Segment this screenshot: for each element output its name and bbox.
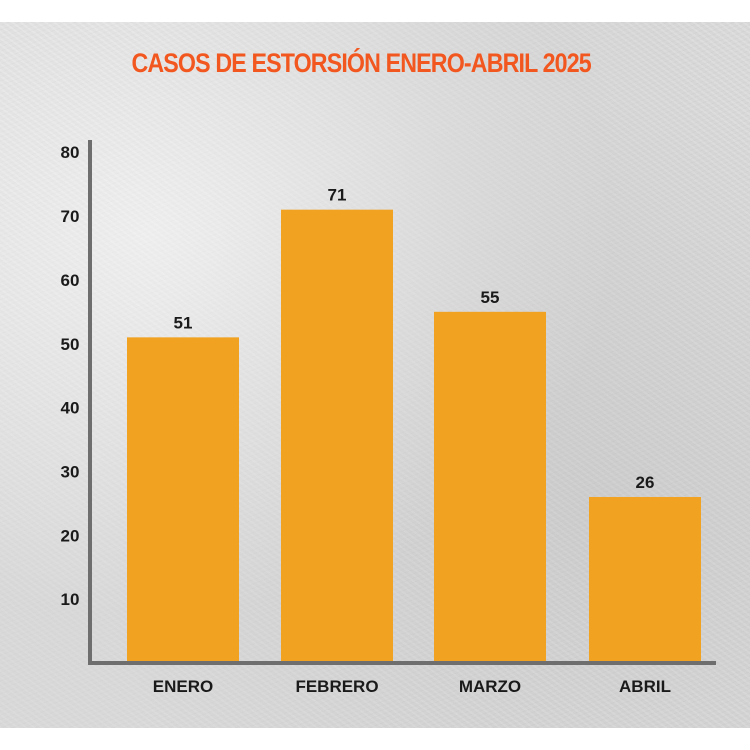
value-labels-group: 51 71 55 26 (174, 186, 655, 492)
category-label-marzo: MARZO (459, 677, 521, 696)
bar-marzo (434, 311, 546, 662)
bars-group (127, 209, 701, 663)
bar-enero (127, 337, 239, 662)
y-axis-ticks: 10 20 30 40 50 60 70 80 (61, 143, 80, 609)
category-label-abril: ABRIL (619, 677, 671, 696)
category-label-febrero: FEBRERO (295, 677, 378, 696)
chart-title: CASOS DE ESTORSIÓN ENERO-ABRIL 2025 (131, 48, 591, 78)
bar-febrero (281, 209, 393, 663)
y-tick-label-10: 10 (61, 590, 80, 609)
y-tick-label-50: 50 (61, 335, 80, 354)
value-label-marzo: 55 (481, 288, 500, 307)
y-tick-label-20: 20 (61, 526, 80, 545)
value-label-enero: 51 (174, 313, 193, 332)
category-label-enero: ENERO (153, 677, 213, 696)
y-tick-label-80: 80 (61, 143, 80, 162)
y-tick-label-30: 30 (61, 462, 80, 481)
category-labels-group: ENERO FEBRERO MARZO ABRIL (153, 677, 671, 696)
bar-abril (589, 496, 701, 662)
axes-group (88, 140, 716, 665)
y-tick-label-70: 70 (61, 207, 80, 226)
value-label-febrero: 71 (328, 186, 347, 205)
value-label-abril: 26 (636, 473, 655, 492)
y-tick-label-60: 60 (61, 271, 80, 290)
y-tick-label-40: 40 (61, 399, 80, 418)
